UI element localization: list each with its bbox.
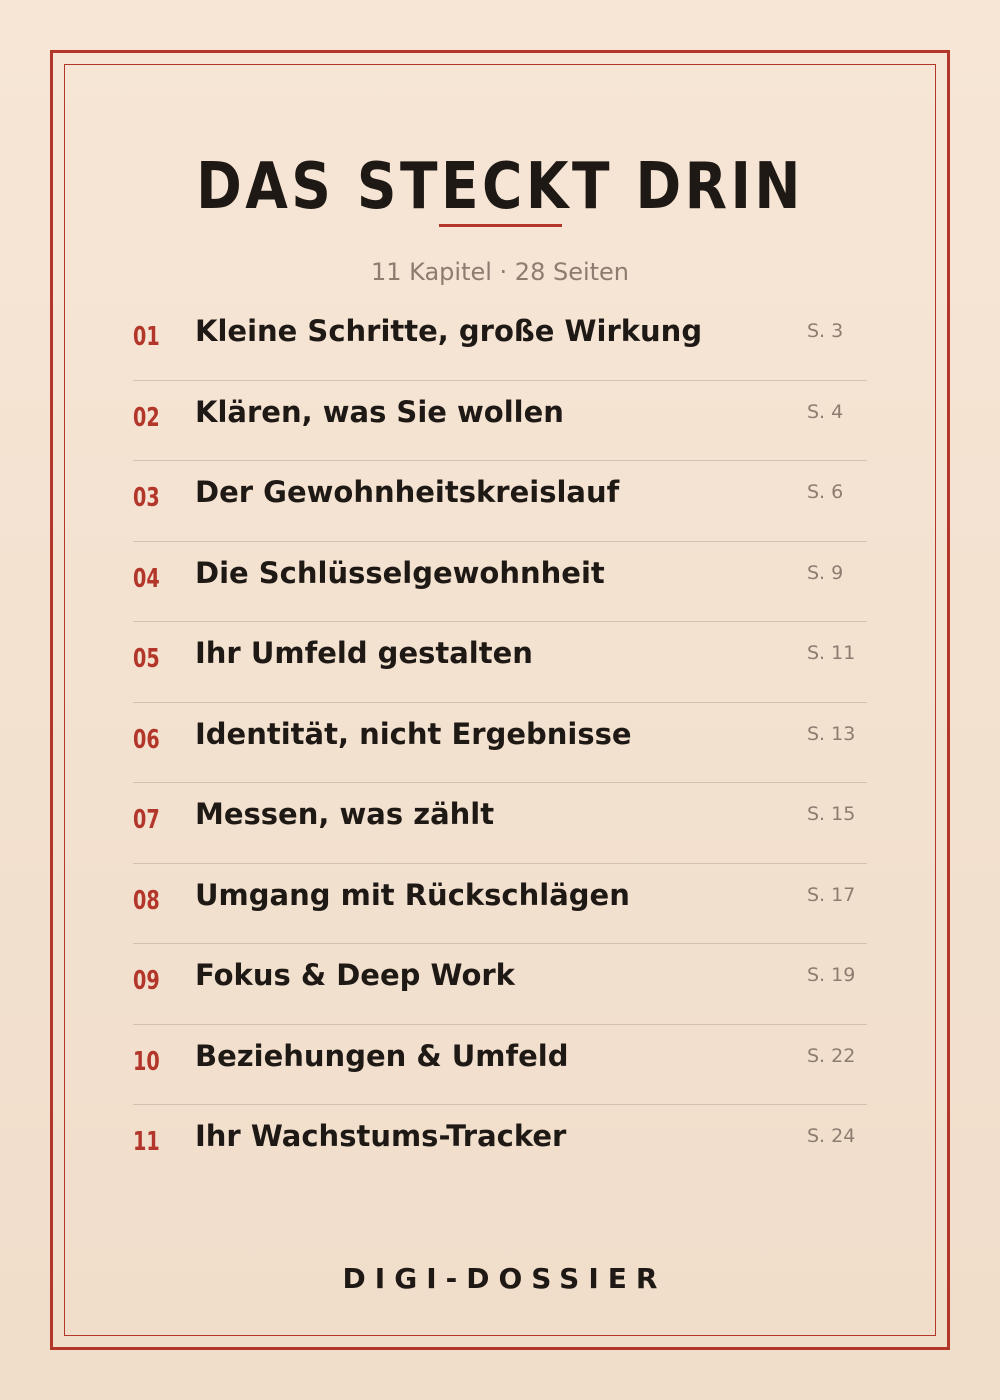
- chapter-page: S. 22: [807, 1044, 856, 1067]
- chapter-page: S. 9: [807, 561, 844, 584]
- chapter-page: S. 17: [807, 883, 856, 906]
- chapter-number: 09: [133, 966, 160, 996]
- toc-row-07[interactable]: 07 Messen, was zählt S. 15: [133, 783, 867, 864]
- chapter-title: Fokus & Deep Work: [195, 958, 515, 992]
- chapter-number: 07: [133, 805, 160, 835]
- toc-row-05[interactable]: 05 Ihr Umfeld gestalten S. 11: [133, 622, 867, 703]
- chapter-title: Umgang mit Rückschlägen: [195, 877, 630, 912]
- chapter-number: 03: [133, 483, 160, 513]
- chapter-title: Messen, was zählt: [195, 797, 495, 831]
- chapter-page: S. 15: [807, 803, 856, 825]
- chapter-number: 06: [133, 724, 160, 755]
- chapter-title: Identität, nicht Ergebnisse: [195, 716, 632, 751]
- chapter-number: 01: [133, 322, 160, 352]
- toc-row-04[interactable]: 04 Die Schlüsselgewohnheit S. 9: [133, 542, 867, 622]
- outer-border: [50, 50, 950, 1350]
- chapter-page: S. 6: [807, 481, 844, 503]
- chapter-title: Der Gewohnheitskreislauf: [195, 475, 620, 509]
- chapter-number: 02: [133, 402, 160, 433]
- chapter-number: 05: [133, 644, 160, 674]
- toc-row-01[interactable]: 01 Kleine Schritte, große Wirkung S. 3: [133, 300, 867, 381]
- chapter-title: Die Schlüsselgewohnheit: [195, 555, 605, 590]
- chapter-number: 11: [133, 1127, 160, 1157]
- inner-border: [64, 64, 936, 1336]
- toc-row-06[interactable]: 06 Identität, nicht Ergebnisse S. 13: [133, 703, 867, 783]
- page-title: DAS STECKT DRIN: [196, 150, 804, 224]
- toc-row-03[interactable]: 03 Der Gewohnheitskreislauf S. 6: [133, 461, 867, 542]
- toc-row-08[interactable]: 08 Umgang mit Rückschlägen S. 17: [133, 864, 867, 944]
- chapter-number: 10: [133, 1046, 160, 1077]
- chapter-title: Ihr Wachstums-Tracker: [195, 1119, 567, 1153]
- chapter-page: S. 11: [807, 642, 856, 664]
- chapter-page: S. 19: [807, 964, 856, 986]
- chapter-page: S. 13: [807, 722, 856, 745]
- toc-row-09[interactable]: 09 Fokus & Deep Work S. 19: [133, 944, 867, 1025]
- brand-footer: DIGI-DOSSIER: [342, 1262, 667, 1295]
- chapter-page: S. 24: [807, 1125, 856, 1147]
- chapter-page: S. 4: [807, 400, 844, 423]
- toc-row-02[interactable]: 02 Klären, was Sie wollen S. 4: [133, 381, 867, 461]
- title-underline: [439, 224, 562, 227]
- toc-row-11[interactable]: 11 Ihr Wachstums-Tracker S. 24: [133, 1105, 867, 1186]
- chapter-title: Beziehungen & Umfeld: [195, 1038, 569, 1073]
- chapter-title: Klären, was Sie wollen: [195, 394, 564, 429]
- chapter-number: 08: [133, 885, 160, 916]
- chapter-number: 04: [133, 563, 160, 594]
- chapter-page: S. 3: [807, 320, 844, 342]
- page-subtitle: 11 Kapitel · 28 Seiten: [370, 258, 630, 286]
- toc-row-10[interactable]: 10 Beziehungen & Umfeld S. 22: [133, 1025, 867, 1105]
- table-of-contents: 01 Kleine Schritte, große Wirkung S. 3 0…: [133, 300, 867, 1186]
- chapter-title: Kleine Schritte, große Wirkung: [195, 314, 703, 348]
- chapter-title: Ihr Umfeld gestalten: [195, 636, 533, 670]
